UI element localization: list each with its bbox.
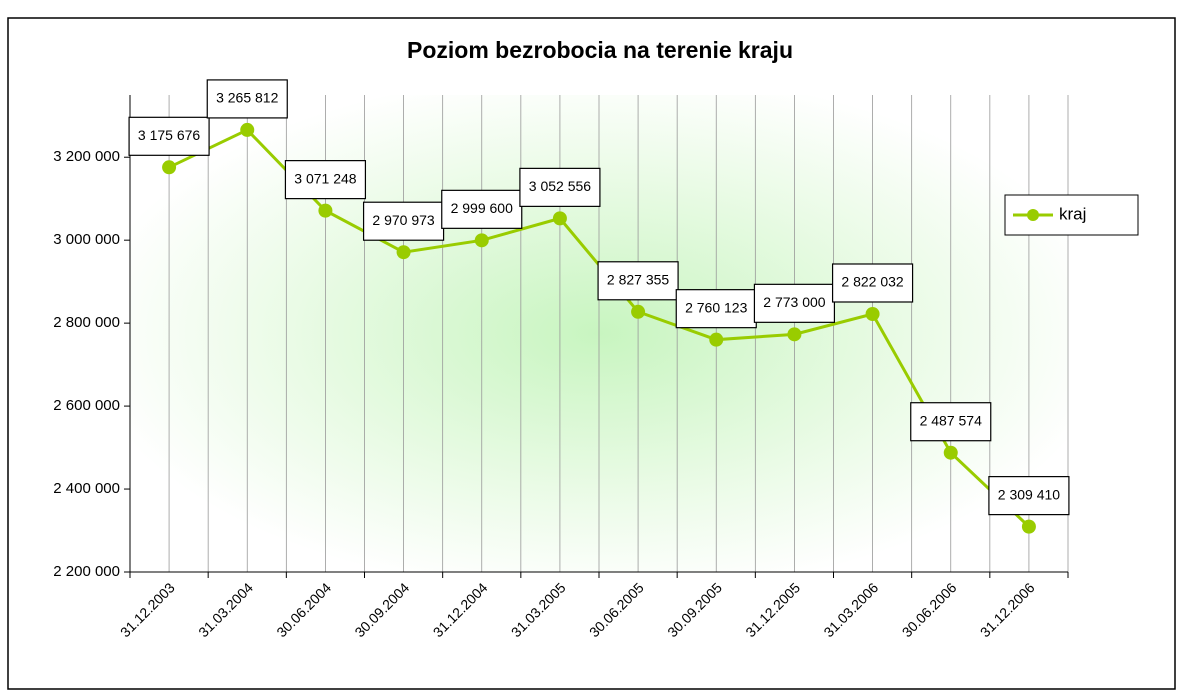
y-tick-label: 3 000 000 bbox=[53, 231, 120, 248]
data-point bbox=[709, 332, 724, 347]
data-point bbox=[162, 160, 177, 175]
data-label-box bbox=[753, 283, 836, 323]
data-point bbox=[240, 122, 255, 137]
data-label-box bbox=[441, 189, 523, 229]
legend-label: kraj bbox=[1059, 204, 1086, 223]
y-tick-label: 3 200 000 bbox=[53, 148, 120, 165]
data-point bbox=[474, 233, 489, 248]
data-label-box bbox=[128, 116, 210, 156]
data-point bbox=[552, 211, 567, 226]
data-point bbox=[1021, 519, 1036, 534]
data-point bbox=[865, 306, 880, 321]
y-tick-label: 2 800 000 bbox=[53, 314, 120, 331]
data-point bbox=[631, 304, 646, 319]
data-label: 3 265 812 bbox=[216, 90, 278, 106]
data-label: 2 773 000 bbox=[763, 294, 825, 310]
data-label-box bbox=[362, 201, 445, 241]
data-label-box bbox=[519, 167, 601, 207]
data-label-box bbox=[910, 402, 992, 442]
data-label: 3 052 556 bbox=[529, 178, 591, 194]
data-label: 2 760 123 bbox=[685, 299, 747, 315]
y-tick-label: 2 400 000 bbox=[53, 480, 120, 497]
data-label: 3 175 676 bbox=[138, 127, 200, 143]
data-label: 2 827 355 bbox=[607, 271, 669, 287]
data-label-box bbox=[831, 263, 914, 303]
data-label-box bbox=[597, 261, 679, 301]
data-point bbox=[943, 445, 958, 460]
chart-title: Poziom bezrobocia na terenie kraju bbox=[407, 37, 793, 63]
data-label: 2 999 600 bbox=[451, 200, 513, 216]
data-label-box bbox=[988, 476, 1070, 516]
legend-marker bbox=[1027, 209, 1039, 221]
data-label: 2 487 574 bbox=[920, 412, 982, 428]
data-label: 2 822 032 bbox=[841, 274, 903, 290]
y-tick-label: 2 600 000 bbox=[53, 397, 120, 414]
data-point bbox=[396, 245, 411, 260]
data-label: 3 071 248 bbox=[294, 170, 356, 186]
data-point bbox=[318, 203, 333, 218]
data-label-box bbox=[284, 160, 367, 200]
data-point bbox=[787, 327, 802, 342]
data-label: 2 309 410 bbox=[998, 486, 1060, 502]
y-tick-label: 2 200 000 bbox=[53, 563, 120, 580]
data-label-box bbox=[206, 79, 288, 119]
data-label: 2 970 973 bbox=[372, 212, 434, 228]
